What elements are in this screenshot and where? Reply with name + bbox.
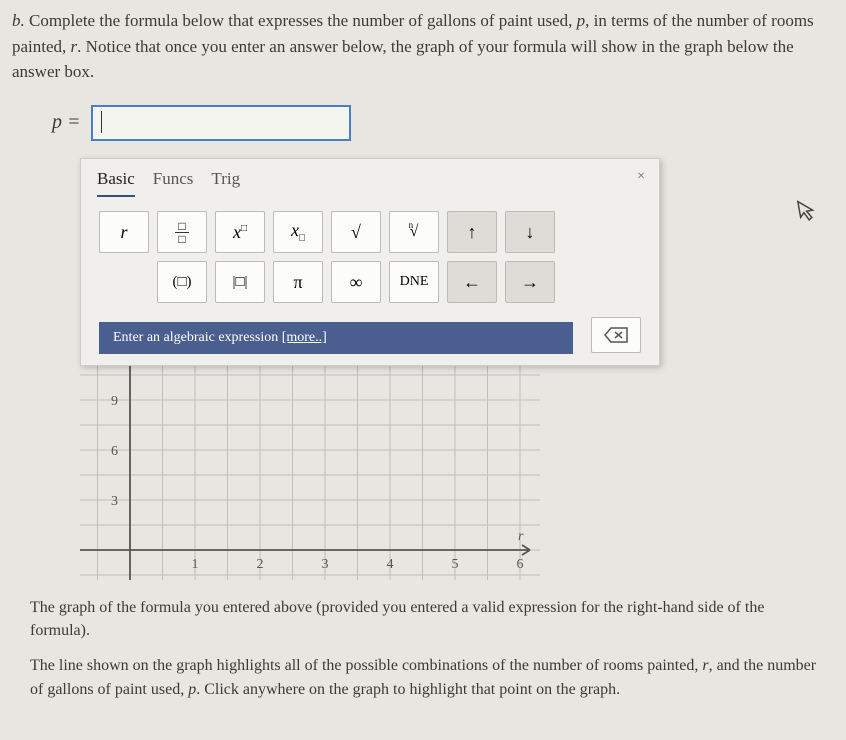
graph-area[interactable]: 1 2 3 4 5 6 3 6 9 r xyxy=(80,355,540,590)
answer-input[interactable] xyxy=(91,105,351,141)
svg-text:4: 4 xyxy=(387,557,394,572)
q-var-p: p xyxy=(577,11,586,30)
backspace-icon xyxy=(603,326,629,344)
graph-svg: 1 2 3 4 5 6 3 6 9 r xyxy=(80,355,540,590)
power-icon: x□ xyxy=(233,222,247,243)
key-fraction[interactable]: □ □ xyxy=(157,211,207,253)
key-arrow-left[interactable]: ← xyxy=(447,261,497,303)
fraction-icon: □ □ xyxy=(175,220,188,245)
answer-lhs: p = xyxy=(52,111,81,134)
caption-p1: The graph of the formula you entered abo… xyxy=(30,596,820,642)
key-parentheses[interactable]: (□) xyxy=(157,261,207,303)
svg-text:3: 3 xyxy=(111,494,118,509)
svg-text:9: 9 xyxy=(111,394,118,409)
mouse-cursor-icon xyxy=(796,196,821,229)
key-power[interactable]: x□ xyxy=(215,211,265,253)
tab-trig[interactable]: Trig xyxy=(211,169,240,197)
key-sqrt[interactable]: √ xyxy=(331,211,381,253)
svg-text:2: 2 xyxy=(257,557,264,572)
hint-bar: Enter an algebraic expression [more..] xyxy=(99,322,573,354)
caption-p2: The line shown on the graph highlights a… xyxy=(30,654,820,700)
key-infinity[interactable]: ∞ xyxy=(331,261,381,303)
svg-text:3: 3 xyxy=(322,557,329,572)
text-cursor xyxy=(101,111,102,133)
svg-text:6: 6 xyxy=(111,444,118,459)
key-row-2: (□) |□| π ∞ DNE ← → xyxy=(99,261,641,303)
caption-block: The graph of the formula you entered abo… xyxy=(30,596,820,713)
question-text: b. Complete the formula below that expre… xyxy=(12,8,816,85)
svg-text:1: 1 xyxy=(192,557,199,572)
math-keypad: Basic Funcs Trig × r □ □ x□ x□ √ n√ ↑ xyxy=(80,158,660,366)
key-arrow-right[interactable]: → xyxy=(505,261,555,303)
key-arrow-up[interactable]: ↑ xyxy=(447,211,497,253)
key-backspace[interactable] xyxy=(591,317,641,353)
key-subscript[interactable]: x□ xyxy=(273,211,323,253)
key-spacer xyxy=(99,261,149,303)
subscript-icon: x□ xyxy=(291,220,305,244)
close-icon[interactable]: × xyxy=(637,169,645,185)
svg-text:5: 5 xyxy=(452,557,459,572)
key-row-1: r □ □ x□ x□ √ n√ ↑ ↓ xyxy=(99,211,641,253)
svg-text:6: 6 xyxy=(517,557,524,572)
keypad-tabs: Basic Funcs Trig × xyxy=(81,159,659,197)
q-text-1: Complete the formula below that expresse… xyxy=(29,11,577,30)
q-text-3: . Notice that once you enter an answer b… xyxy=(12,37,794,82)
nroot-icon: n√ xyxy=(410,223,419,241)
svg-text:r: r xyxy=(518,529,524,544)
key-nth-root[interactable]: n√ xyxy=(389,211,439,253)
hint-more-link[interactable]: [more..] xyxy=(282,330,327,345)
item-label: b. xyxy=(12,11,25,30)
tab-basic[interactable]: Basic xyxy=(97,169,135,197)
key-pi[interactable]: π xyxy=(273,261,323,303)
key-arrow-down[interactable]: ↓ xyxy=(505,211,555,253)
key-dne[interactable]: DNE xyxy=(389,261,439,303)
key-variable-r[interactable]: r xyxy=(99,211,149,253)
key-absolute[interactable]: |□| xyxy=(215,261,265,303)
answer-row: p = xyxy=(52,105,816,141)
hint-text: Enter an algebraic expression xyxy=(113,330,282,345)
tab-funcs[interactable]: Funcs xyxy=(153,169,194,197)
